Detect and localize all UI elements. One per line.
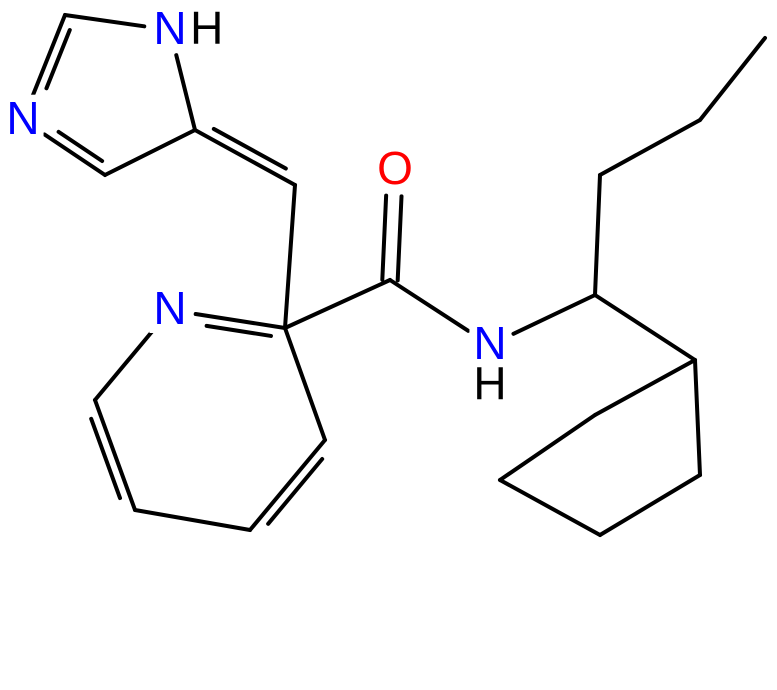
nitrogen-label: N bbox=[153, 282, 186, 334]
hydrogen-label: H bbox=[473, 357, 506, 409]
nitrogen-label: N bbox=[153, 2, 186, 54]
oxygen-label: O bbox=[377, 142, 413, 194]
molecule-diagram: NNHNONH bbox=[0, 0, 777, 690]
hydrogen-label: H bbox=[190, 2, 223, 54]
nitrogen-label: N bbox=[6, 92, 39, 144]
atom-labels-group: NNHNONH bbox=[2, 2, 510, 410]
bonds-group bbox=[33, 15, 765, 535]
